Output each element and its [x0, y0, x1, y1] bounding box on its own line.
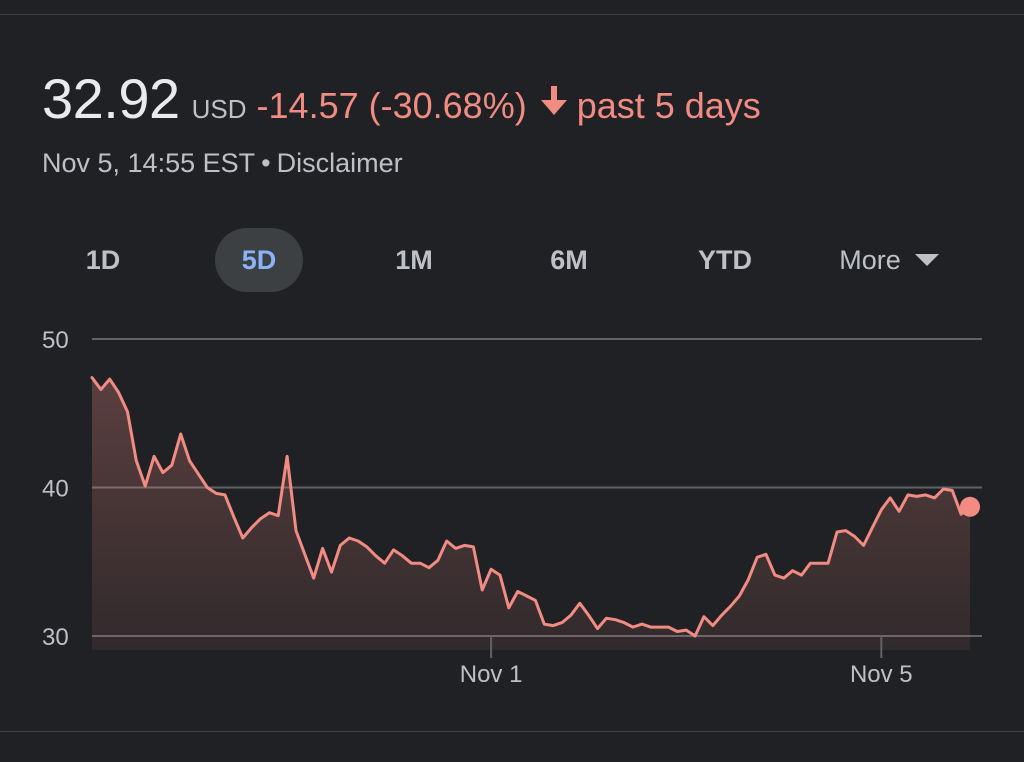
y-tick-label: 30 [42, 624, 69, 651]
bottom-divider [0, 731, 1024, 732]
quote-meta: Nov 5, 14:55 EST • Disclaimer [42, 148, 403, 179]
tab-1d[interactable]: 1D [85, 245, 121, 275]
more-label: More [839, 245, 901, 275]
price-line [90, 376, 972, 638]
time-range-tabs: 1D 5D 1M 6M YTD More [0, 228, 1024, 292]
tab-more[interactable]: More [818, 228, 960, 292]
top-divider [0, 14, 1024, 15]
price-chart: 50 40 30 Nov 1 Nov 5 [42, 327, 982, 688]
tab-5d[interactable]: 5D [215, 228, 303, 292]
arrow-down-icon [539, 85, 569, 117]
currency-label: USD [191, 94, 247, 124]
quote-timestamp: Nov 5, 14:55 EST [42, 148, 256, 178]
y-tick-label: 50 [42, 327, 69, 354]
tab-ytd[interactable]: YTD [698, 245, 752, 275]
x-tick-label: Nov 5 [850, 661, 913, 688]
change-period: past 5 days [576, 85, 761, 126]
y-tick-label: 40 [42, 476, 69, 503]
meta-separator: • [261, 148, 271, 178]
quote-summary: 32.92 USD -14.57 (-30.68%) past 5 days [42, 66, 761, 131]
tab-1m[interactable]: 1M [395, 245, 433, 275]
caret-down-icon [914, 253, 939, 266]
tab-6m[interactable]: 6M [550, 245, 588, 275]
price-area [92, 377, 970, 650]
last-price-dot [960, 496, 980, 517]
disclaimer-link[interactable]: Disclaimer [276, 148, 403, 178]
current-price: 32.92 [42, 67, 180, 130]
price-change: -14.57 (-30.68%) [256, 85, 527, 126]
x-tick-label: Nov 1 [460, 661, 523, 688]
